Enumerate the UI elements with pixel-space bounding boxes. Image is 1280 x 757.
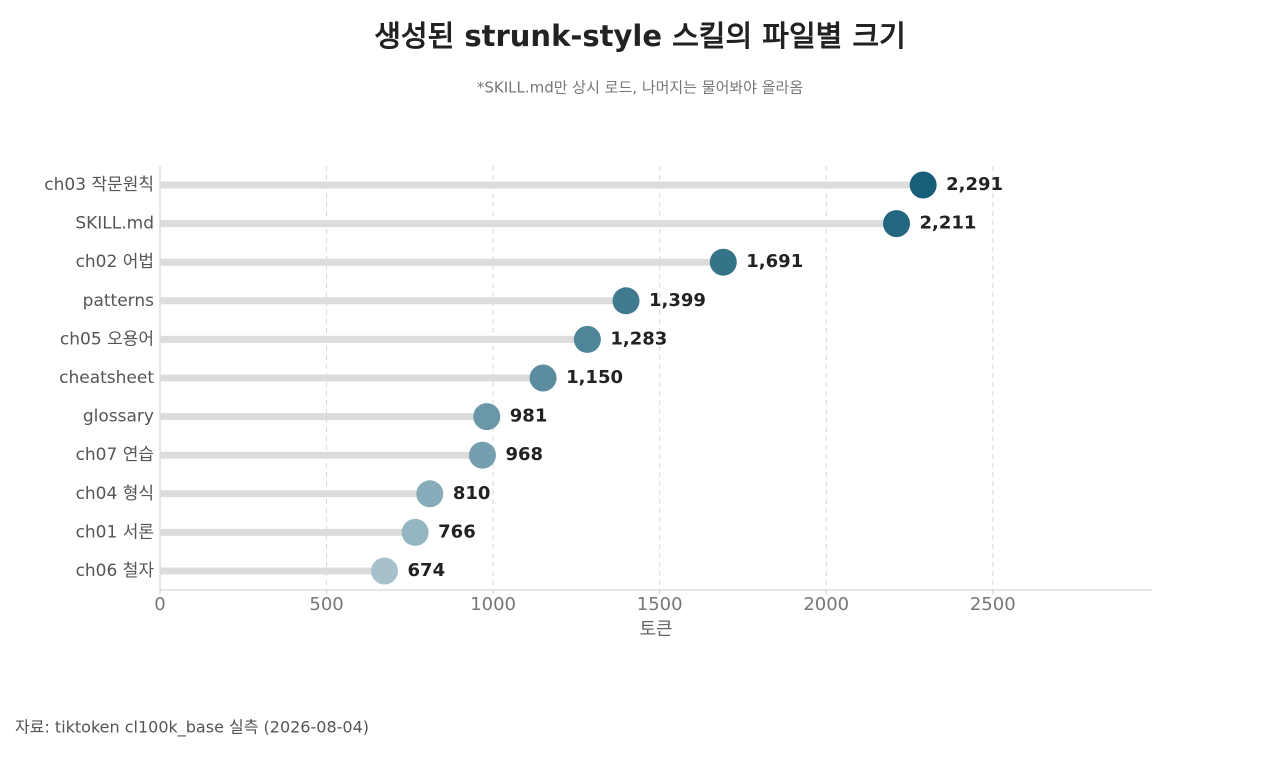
x-tick-label: 2500 xyxy=(970,594,1016,615)
y-tick-label: ch04 형식 xyxy=(76,484,154,504)
dot xyxy=(473,403,501,431)
value-label: 1,399 xyxy=(649,290,706,311)
y-tick-label: ch06 철자 xyxy=(76,561,155,581)
dot xyxy=(709,248,737,276)
value-label: 1,150 xyxy=(566,367,623,388)
dot xyxy=(909,171,937,199)
dot xyxy=(371,557,399,585)
dot xyxy=(529,364,557,392)
y-tick-label: cheatsheet xyxy=(59,368,154,388)
dot xyxy=(416,480,444,508)
dot xyxy=(612,287,640,315)
value-label: 810 xyxy=(453,483,491,504)
x-tick-label: 2000 xyxy=(803,594,849,615)
dot xyxy=(468,441,496,469)
x-tick-label: 1000 xyxy=(470,594,516,615)
y-tick-label: patterns xyxy=(83,291,154,311)
dot xyxy=(401,518,429,546)
value-label: 766 xyxy=(438,521,476,542)
y-tick-label: SKILL.md xyxy=(75,214,154,234)
x-axis-label: 토큰 xyxy=(639,619,672,640)
value-label: 981 xyxy=(510,406,548,427)
value-label: 2,211 xyxy=(920,213,977,234)
x-tick-label: 1500 xyxy=(637,594,683,615)
y-tick-label: ch01 서론 xyxy=(76,522,154,542)
x-tick-label: 0 xyxy=(154,594,165,615)
y-tick-label: ch05 오용어 xyxy=(60,329,154,349)
value-label: 1,691 xyxy=(746,251,803,272)
value-label: 968 xyxy=(505,444,543,465)
dot xyxy=(573,325,601,353)
x-tick-label: 500 xyxy=(309,594,343,615)
y-tick-label: ch03 작문원칙 xyxy=(44,175,154,195)
chart-subtitle: *SKILL.md만 상시 로드, 나머지는 물어봐야 올라옴 xyxy=(477,79,803,97)
dot xyxy=(883,210,911,238)
y-tick-label: glossary xyxy=(83,407,154,427)
source-note: 자료: tiktoken cl100k_base 실측 (2026-08-04) xyxy=(15,718,369,738)
chart-title: 생성된 strunk-style 스킬의 파일별 크기 xyxy=(374,19,906,53)
y-tick-label: ch02 어법 xyxy=(76,252,154,272)
value-label: 674 xyxy=(408,560,446,581)
y-tick-label: ch07 연습 xyxy=(76,445,154,465)
value-label: 2,291 xyxy=(946,174,1003,195)
value-label: 1,283 xyxy=(610,328,667,349)
